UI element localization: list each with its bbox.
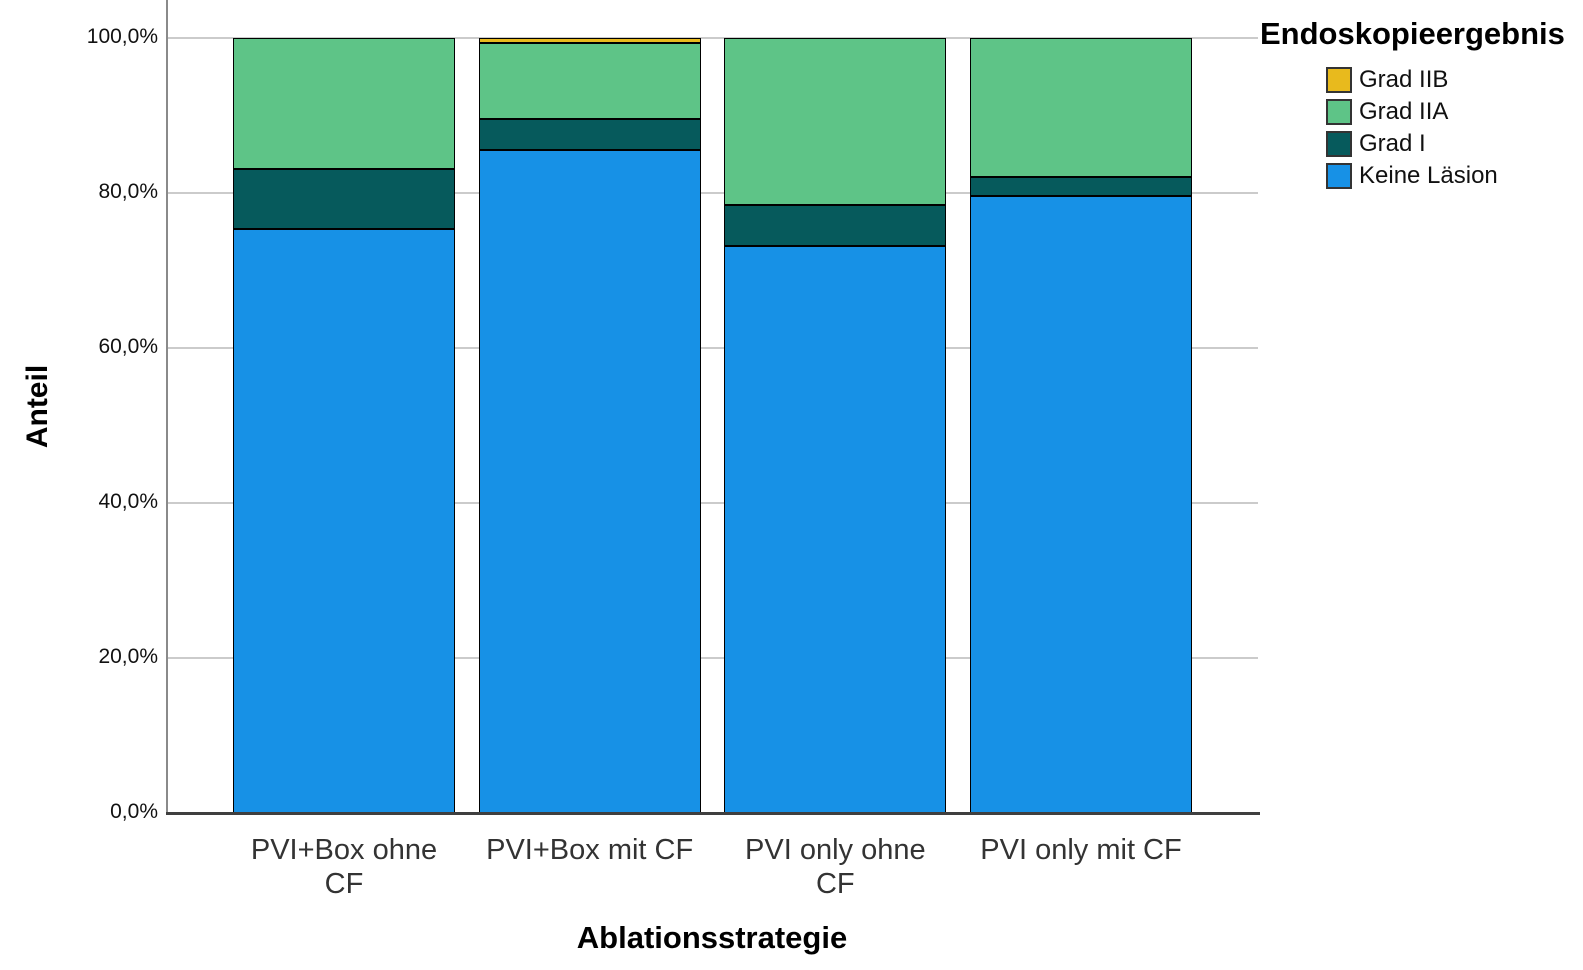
y-tick-label: 60,0% [98,335,158,358]
x-category-label: PVI+Box mit CF [486,834,694,866]
gridline [167,37,1258,39]
bar-segment-grad-iia [233,38,455,169]
y-axis-line [165,0,168,814]
legend-items: Grad IIB Grad IIA Grad I Keine Läsion [1326,64,1583,192]
x-axis-line [165,812,1260,815]
legend-item: Grad IIB [1326,64,1583,96]
x-category-label: PVI only mit CF [980,834,1182,866]
y-axis-title: Anteil [21,364,54,449]
y-tick-label: 100,0% [86,25,158,48]
legend-item: Keine Läsion [1326,160,1583,192]
bar-segment-grad-iib [478,38,701,43]
legend-swatch-icon [1326,99,1352,125]
legend-swatch-icon [1326,131,1352,157]
bar-segment-grad-iia [970,38,1192,177]
x-axis-title: Ablationsstrategie [576,920,848,955]
bar-segment-grad-i [970,176,1192,197]
legend-label: Grad I [1359,130,1426,157]
legend-label: Grad IIA [1359,98,1449,125]
legend: Endoskopieergebnis Grad IIB Grad IIA Grad … [1260,16,1583,192]
legend-label: Grad IIB [1359,66,1449,93]
bar-segment-grad-i [233,168,455,229]
legend-label: Keine Läsion [1359,162,1498,189]
x-category-label: PVI only ohne CF [745,834,926,900]
bar-segment-grad-i [478,118,701,150]
legend-item: Grad IIA [1326,96,1583,128]
bar-segment-grad-iia [478,42,701,119]
gridline [167,192,1258,194]
gridline [167,347,1258,349]
bar-segment-keine-läsion [233,228,455,813]
gridline [167,657,1258,659]
bar-segment-grad-i [724,205,947,247]
y-tick-label: 20,0% [98,645,158,668]
x-category-label: PVI+Box ohne CF [250,834,438,900]
legend-item: Grad I [1326,128,1583,160]
y-tick-label: 80,0% [98,180,158,203]
bar-segment-keine-läsion [478,149,701,813]
legend-swatch-icon [1326,163,1352,189]
legend-swatch-icon [1326,67,1352,93]
y-tick-label: 40,0% [98,490,158,513]
bar-segment-keine-läsion [724,246,947,813]
bar-segment-keine-läsion [970,196,1192,813]
y-tick-label: 0,0% [110,800,158,823]
legend-title: Endoskopieergebnis [1260,16,1565,51]
gridline [167,502,1258,504]
bar-segment-grad-iia [724,38,947,206]
